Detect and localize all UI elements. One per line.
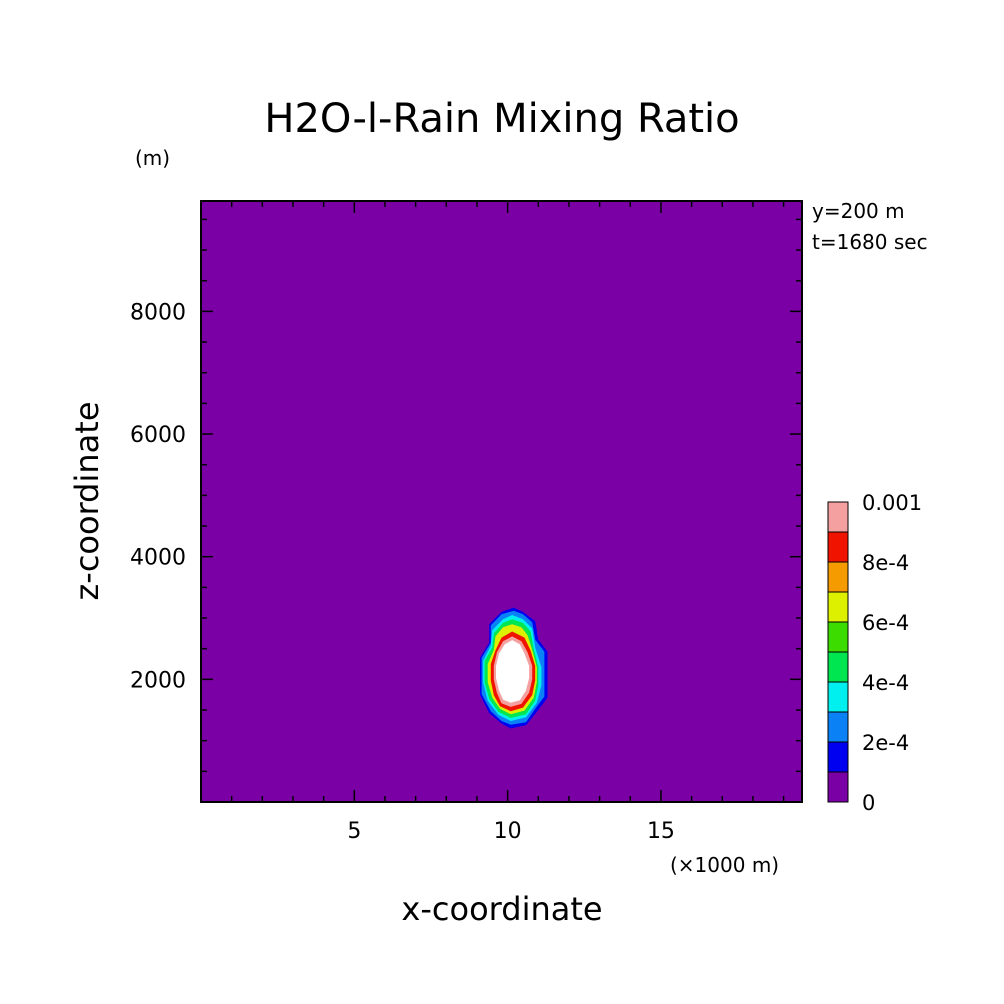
y-tick-label: 4000 (130, 546, 186, 571)
colorbar-swatch (827, 681, 849, 713)
colorbar-labels: 0 2e-4 4e-4 6e-4 8e-4 0.001 (862, 491, 922, 815)
annotation-y: y=200 m (812, 199, 905, 223)
colorbar-swatch (827, 741, 849, 773)
colorbar-swatch (827, 591, 849, 623)
colorbar-label: 8e-4 (862, 551, 909, 575)
colorbar-label: 2e-4 (862, 731, 909, 755)
colorbar-label: 0 (862, 791, 875, 815)
annotation-t: t=1680 sec (812, 230, 928, 254)
y-tick-label: 2000 (130, 668, 186, 693)
x-axis-label: x-coordinate (401, 890, 602, 928)
colorbar-swatch (827, 561, 849, 593)
colorbar-swatch (827, 651, 849, 683)
colorbar-label: 0.001 (862, 491, 922, 515)
colorbar-swatch (827, 621, 849, 653)
colorbar-label: 6e-4 (862, 611, 909, 635)
colorbar-swatch (827, 711, 849, 743)
chart-title: H2O-l-Rain Mixing Ratio (264, 96, 739, 142)
y-unit-label: (m) (135, 146, 170, 170)
y-tick-labels: 2000 4000 6000 8000 (130, 300, 186, 693)
y-axis-label: z-coordinate (68, 401, 106, 600)
colorbar-swatch (827, 531, 849, 563)
x-tick-labels: 5 10 15 (347, 819, 675, 844)
x-tick-label: 10 (494, 819, 522, 844)
x-tick-label: 5 (347, 819, 361, 844)
colorbar-swatch (827, 501, 849, 533)
y-tick-label: 8000 (130, 300, 186, 325)
colorbar (827, 501, 849, 803)
y-tick-label: 6000 (130, 423, 186, 448)
x-tick-label: 15 (647, 819, 675, 844)
colorbar-swatch (827, 771, 849, 803)
colorbar-label: 4e-4 (862, 671, 909, 695)
x-unit-label: (×1000 m) (670, 853, 779, 877)
axis-ticks (201, 201, 802, 802)
plot-frame (200, 200, 803, 803)
contour-band-7 (496, 640, 530, 703)
plot-area (200, 200, 803, 803)
